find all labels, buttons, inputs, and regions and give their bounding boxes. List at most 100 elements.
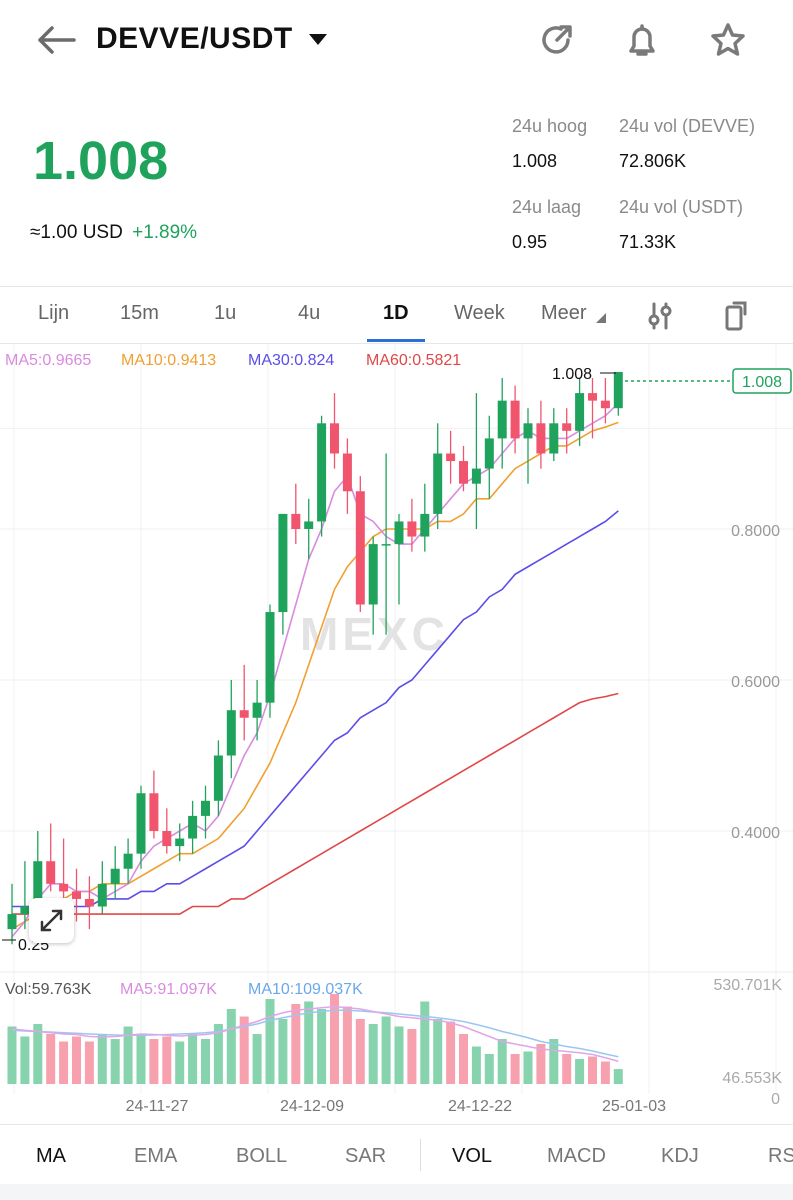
candle-body [20,906,30,915]
volume-bar [291,1004,301,1084]
candle-body [446,453,456,462]
corner-caret-icon [596,313,607,323]
candle-body [110,868,120,884]
bell-icon[interactable] [620,18,664,62]
volume-bar [59,1041,69,1084]
vol-quote-label: 24u vol (USDT) [619,197,744,217]
candle-body [330,423,339,454]
expand-icon [40,909,63,932]
volume-bar [136,1034,146,1084]
price-axis-label: 0.6000 [731,674,780,691]
candle-body [291,513,301,529]
timeframe-bar: Lijn 15m 1u 4u 1D Week Meer [0,290,793,344]
tab-1u[interactable]: 1u [214,302,237,324]
candle-body [355,491,365,605]
tab-more[interactable]: Meer [541,302,607,325]
tab-line[interactable]: Lijn [38,302,70,324]
fullscreen-button[interactable] [29,898,74,943]
sliders-icon [648,302,672,330]
volume-bar [162,1036,172,1084]
volume-bar [394,1026,404,1084]
candle-body [33,861,43,907]
candle-body [588,393,597,401]
candle-body [278,513,288,613]
ma5-legend: MA5:0.9665 [5,352,91,369]
candle-body [252,702,262,718]
candle-body [562,423,572,431]
volume-bar [304,1001,314,1084]
candle-body [420,513,430,537]
indicator-macd[interactable]: MACD [547,1145,606,1167]
indicator-vol[interactable]: VOL [452,1145,493,1167]
indicator-sar[interactable]: SAR [345,1145,387,1167]
volume-bar [201,1039,210,1084]
candle-body [59,883,69,892]
caret-down-icon[interactable] [306,28,330,52]
candle-body [459,461,468,484]
candle-body [433,453,443,514]
tab-1d[interactable]: 1D [383,302,409,324]
vol-ma10-line [11,1009,619,1058]
kline-chart[interactable]: MEXC MA5:0.9665 MA10:0.9413 MA30:0.824 M… [0,344,793,1124]
volume-bar [20,1036,30,1084]
vol-quote-value: 71.33K [619,232,677,252]
indicator-boll[interactable]: BOLL [236,1145,288,1167]
volume-bar [84,1041,94,1084]
volume-bar [484,1054,494,1084]
volume-bar [523,1051,533,1084]
candle-body [201,800,210,816]
candle-body [304,521,314,529]
usd-equivalent: ≈1.00 USD +1.89% [30,222,197,244]
star-icon[interactable] [706,18,750,62]
tab-4u[interactable]: 4u [298,302,321,324]
volume-bar [510,1054,520,1084]
volume-bar [446,1021,456,1084]
phone-rotate-icon [725,301,747,331]
vol-ma5-line [11,1005,619,1062]
vol-axis-label: 530.701K [713,977,782,994]
candle-body [510,400,520,439]
share-icon[interactable] [535,18,579,62]
rotate-screen-button[interactable] [720,300,752,332]
candle-body [394,521,404,545]
volume-bar [381,1016,391,1084]
indicator-rsi[interactable]: RS [768,1145,793,1167]
indicator-ema[interactable]: EMA [134,1145,178,1167]
volume-bar [188,1034,198,1084]
indicator-ma[interactable]: MA [36,1145,66,1167]
candle-body [613,371,623,409]
ma30-legend: MA30:0.824 [248,352,334,369]
volume-bar [536,1044,546,1084]
price-summary: 1.008 ≈1.00 USD +1.89% 24u hoog 24u vol … [0,80,793,285]
tab-15m[interactable]: 15m [120,302,159,324]
volume-bar [149,1039,159,1084]
volume-bar [317,1009,327,1084]
header: DEVVE/USDT [0,0,793,80]
pair-title[interactable]: DEVVE/USDT [96,22,293,55]
candle-body [381,544,391,546]
volume-bar [562,1054,572,1084]
current-price-tag [732,368,792,394]
volume-bar [46,1034,56,1084]
current-price-tag-text: 1.008 [742,374,782,391]
volume-bar [33,1024,43,1084]
indicator-kdj[interactable]: KDJ [661,1145,699,1167]
vol-axis-label: 0 [771,1091,780,1108]
volume-bar [549,1039,559,1084]
candle-body [484,438,494,469]
volume-bar [368,1024,378,1084]
back-button[interactable] [30,18,80,62]
last-price: 1.008 [33,131,169,191]
indicator-settings-button[interactable] [644,300,676,332]
volume-bar [420,1001,430,1084]
candle-body [72,891,81,899]
volume-bar [278,1019,288,1084]
volume-bar [72,1036,81,1084]
candle-body [342,453,352,492]
divider [420,1139,421,1171]
volume-bar [613,1069,623,1084]
candle-body [497,400,507,439]
candle-body [549,423,559,454]
volume-bar [265,999,275,1084]
tab-week[interactable]: Week [454,302,505,324]
